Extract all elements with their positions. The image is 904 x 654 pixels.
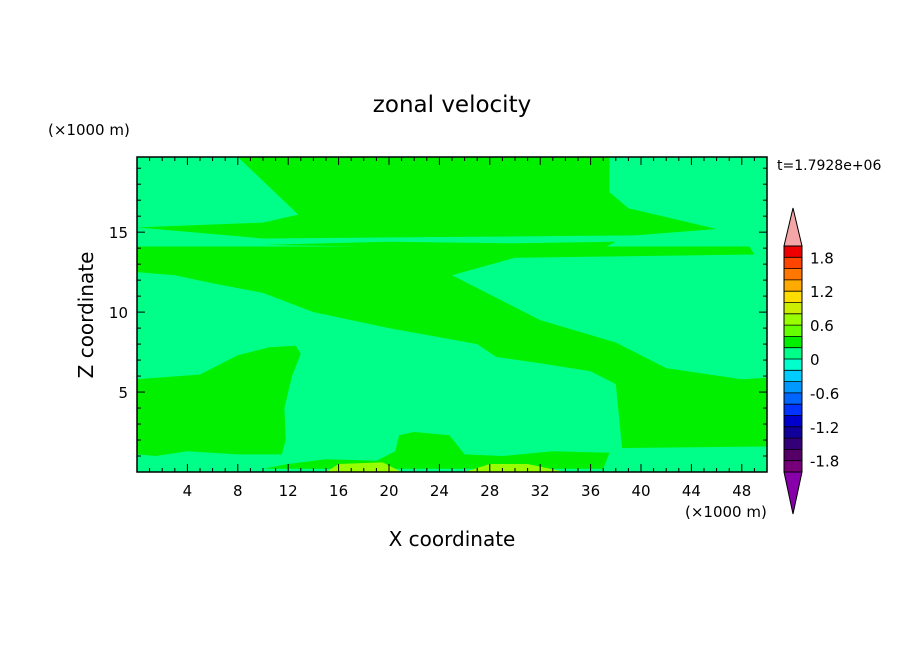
x-tick-label: 24 (430, 482, 449, 500)
x-axis: 4 8 12 16 20 24 28 32 36 40 44 48 (149, 157, 755, 500)
colorbar-swatch (784, 449, 802, 462)
colorbar-under-triangle (783, 471, 803, 515)
colorbar-swatch (784, 438, 802, 450)
colorbar-swatch (784, 279, 802, 292)
colorbar-label: -0.6 (810, 385, 839, 403)
x-tick-label: 20 (379, 482, 398, 500)
y-unit-label: (×1000 m) (48, 121, 130, 139)
chart-title: zonal velocity (373, 92, 531, 118)
time-label: t=1.7928e+06 (777, 158, 881, 174)
colorbar-swatch (784, 325, 802, 337)
x-tick-label: 16 (329, 482, 348, 500)
contour-region-lower-left-band (137, 345, 301, 456)
colorbar-label: 1.2 (810, 283, 834, 301)
colorbar-swatch (784, 257, 802, 270)
colorbar-swatch (784, 392, 802, 405)
y-tick-label: 5 (118, 384, 128, 402)
x-axis-label: X coordinate (389, 527, 516, 551)
x-tick-label: 44 (682, 482, 701, 500)
colorbar-label: -1.2 (810, 419, 839, 437)
x-tick-label: 32 (531, 482, 550, 500)
y-tick-label: 15 (109, 224, 128, 242)
x-tick-label: 28 (480, 482, 499, 500)
colorbar-swatch (784, 268, 802, 281)
colorbar-label: 1.8 (810, 249, 834, 267)
colorbar-frame (783, 245, 803, 473)
colorbar-swatch (784, 370, 802, 383)
contour-region-upper-band (137, 157, 717, 239)
x-tick-label: 8 (233, 482, 243, 500)
colorbar-swatch (784, 336, 802, 349)
colorbar-swatch (784, 381, 802, 394)
contour-regions (137, 157, 767, 472)
colorbar-swatch (784, 460, 802, 473)
colorbar-swatch (784, 426, 802, 439)
y-axis-label: Z coordinate (74, 252, 98, 379)
x-tick-label: 12 (279, 482, 298, 500)
colorbar-swatch (784, 415, 802, 428)
colorbar-label: 0 (810, 351, 820, 369)
colorbar-swatch (784, 404, 802, 416)
colorbar-over-triangle (783, 207, 803, 247)
x-unit-label: (×1000 m) (685, 503, 767, 521)
contour-region-bottom-strip (263, 432, 610, 469)
colorbar-swatch (784, 302, 802, 315)
colorbar-swatch (784, 246, 802, 258)
colorbar-swatch (784, 291, 802, 303)
x-tick-label: 48 (732, 482, 751, 500)
colorbar-swatch (784, 313, 802, 326)
x-tick-label: 40 (631, 482, 650, 500)
colorbar: 1.8 1.2 0.6 0 -0.6 -1.2 -1.8 (783, 207, 839, 515)
colorbar-swatch (784, 359, 802, 371)
colorbar-swatch (784, 347, 802, 360)
x-tick-label: 36 (581, 482, 600, 500)
x-tick-label: 4 (183, 482, 193, 500)
contour-region-diagonal-band (137, 246, 767, 448)
y-tick-label: 10 (109, 304, 128, 322)
y-axis: 5 10 15 (109, 167, 767, 457)
colorbar-label: -1.8 (810, 453, 839, 471)
contour-region-yellow-patch-left (326, 462, 402, 472)
plot-area (136, 156, 768, 473)
colorbar-label: 0.6 (810, 317, 834, 335)
